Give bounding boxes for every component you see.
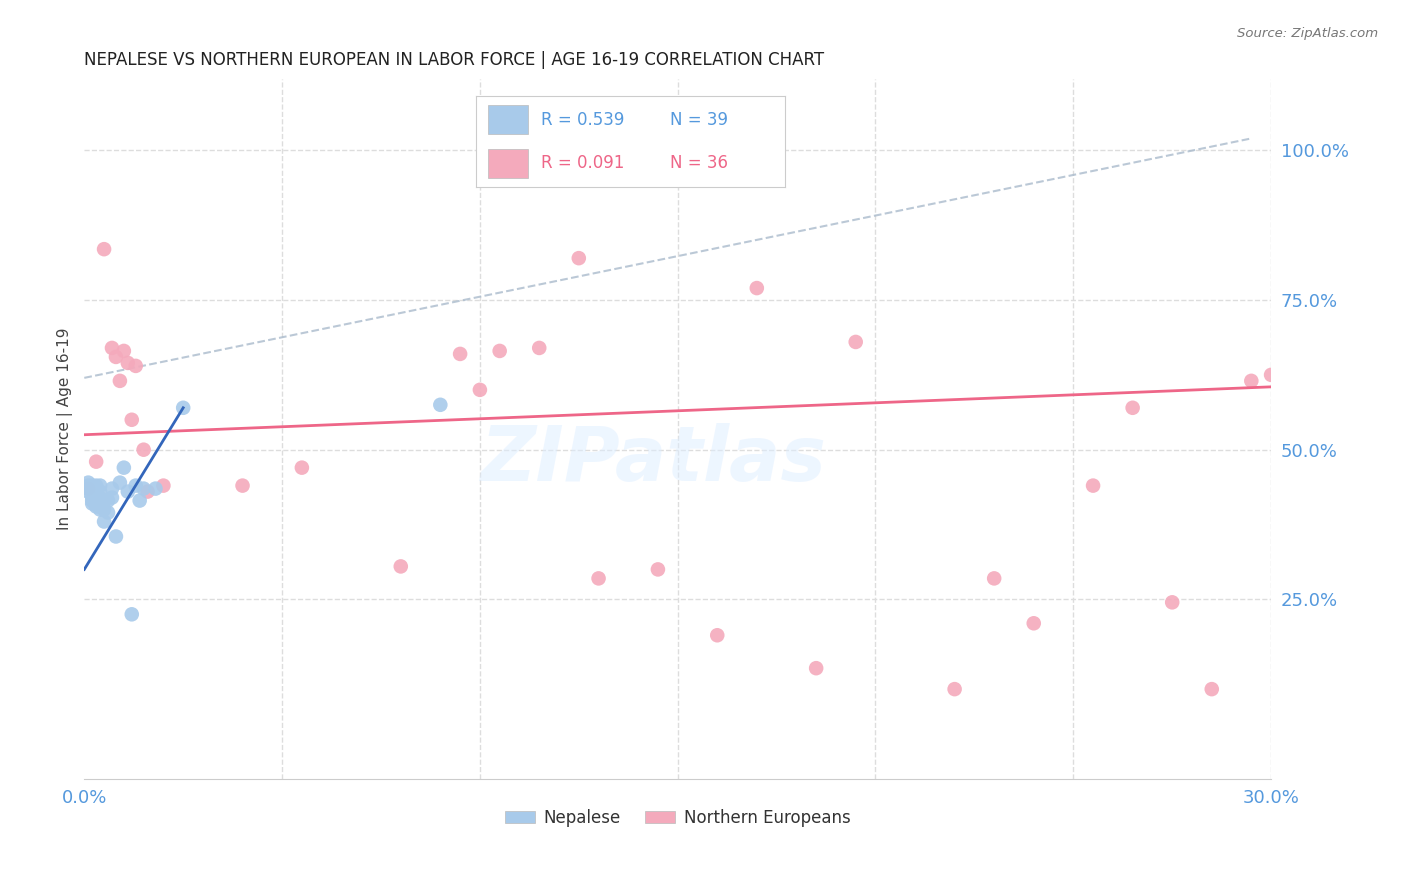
Nepalese: [97, 493, 120, 508]
Northern Europeans: [568, 251, 591, 265]
Northern Europeans: [77, 482, 100, 496]
Northern Europeans: [804, 661, 827, 675]
Nepalese: [104, 529, 127, 543]
Nepalese: [89, 502, 111, 516]
Nepalese: [84, 482, 107, 496]
Nepalese: [82, 478, 104, 492]
Nepalese: [125, 478, 148, 492]
Nepalese: [112, 460, 135, 475]
Nepalese: [82, 482, 104, 496]
Northern Europeans: [112, 343, 135, 358]
Nepalese: [93, 515, 115, 529]
Nepalese: [97, 506, 120, 520]
Y-axis label: In Labor Force | Age 16-19: In Labor Force | Age 16-19: [58, 327, 73, 530]
Northern Europeans: [136, 484, 159, 499]
Northern Europeans: [588, 571, 610, 585]
Northern Europeans: [231, 478, 253, 492]
Nepalese: [84, 491, 107, 505]
Nepalese: [145, 482, 167, 496]
Nepalese: [93, 502, 115, 516]
Northern Europeans: [468, 383, 491, 397]
Nepalese: [84, 500, 107, 514]
Northern Europeans: [291, 460, 314, 475]
Northern Europeans: [93, 242, 115, 256]
Nepalese: [82, 493, 104, 508]
Nepalese: [128, 493, 150, 508]
Northern Europeans: [983, 571, 1005, 585]
Northern Europeans: [488, 343, 510, 358]
Nepalese: [108, 475, 131, 490]
Northern Europeans: [1161, 595, 1184, 609]
Nepalese: [172, 401, 194, 415]
Nepalese: [121, 607, 143, 622]
Nepalese: [77, 482, 100, 496]
Nepalese: [89, 491, 111, 505]
Northern Europeans: [943, 682, 966, 697]
Northern Europeans: [706, 628, 728, 642]
Northern Europeans: [845, 334, 868, 349]
Nepalese: [84, 487, 107, 501]
Northern Europeans: [647, 562, 669, 576]
Northern Europeans: [389, 559, 412, 574]
Nepalese: [117, 484, 139, 499]
Nepalese: [82, 497, 104, 511]
Nepalese: [93, 493, 115, 508]
Nepalese: [429, 398, 451, 412]
Nepalese: [77, 475, 100, 490]
Nepalese: [101, 482, 124, 496]
Northern Europeans: [529, 341, 551, 355]
Northern Europeans: [132, 442, 155, 457]
Northern Europeans: [1260, 368, 1282, 382]
Northern Europeans: [125, 359, 148, 373]
Northern Europeans: [1081, 478, 1104, 492]
Northern Europeans: [152, 478, 174, 492]
Nepalese: [84, 493, 107, 508]
Northern Europeans: [1122, 401, 1144, 415]
Nepalese: [132, 482, 155, 496]
Nepalese: [77, 484, 100, 499]
Nepalese: [84, 497, 107, 511]
Northern Europeans: [449, 347, 471, 361]
Legend: Nepalese, Northern Europeans: Nepalese, Northern Europeans: [498, 802, 858, 834]
Nepalese: [89, 478, 111, 492]
Nepalese: [89, 497, 111, 511]
Text: NEPALESE VS NORTHERN EUROPEAN IN LABOR FORCE | AGE 16-19 CORRELATION CHART: NEPALESE VS NORTHERN EUROPEAN IN LABOR F…: [84, 51, 824, 69]
Nepalese: [84, 478, 107, 492]
Northern Europeans: [745, 281, 768, 295]
Northern Europeans: [1022, 616, 1045, 631]
Northern Europeans: [117, 356, 139, 370]
Nepalese: [77, 478, 100, 492]
Nepalese: [89, 484, 111, 499]
Northern Europeans: [84, 455, 107, 469]
Northern Europeans: [104, 350, 127, 364]
Text: Source: ZipAtlas.com: Source: ZipAtlas.com: [1237, 27, 1378, 40]
Northern Europeans: [1201, 682, 1223, 697]
Northern Europeans: [121, 413, 143, 427]
Northern Europeans: [101, 341, 124, 355]
Text: ZIPatlas: ZIPatlas: [481, 424, 827, 497]
Nepalese: [101, 491, 124, 505]
Nepalese: [82, 491, 104, 505]
Northern Europeans: [1240, 374, 1263, 388]
Northern Europeans: [108, 374, 131, 388]
